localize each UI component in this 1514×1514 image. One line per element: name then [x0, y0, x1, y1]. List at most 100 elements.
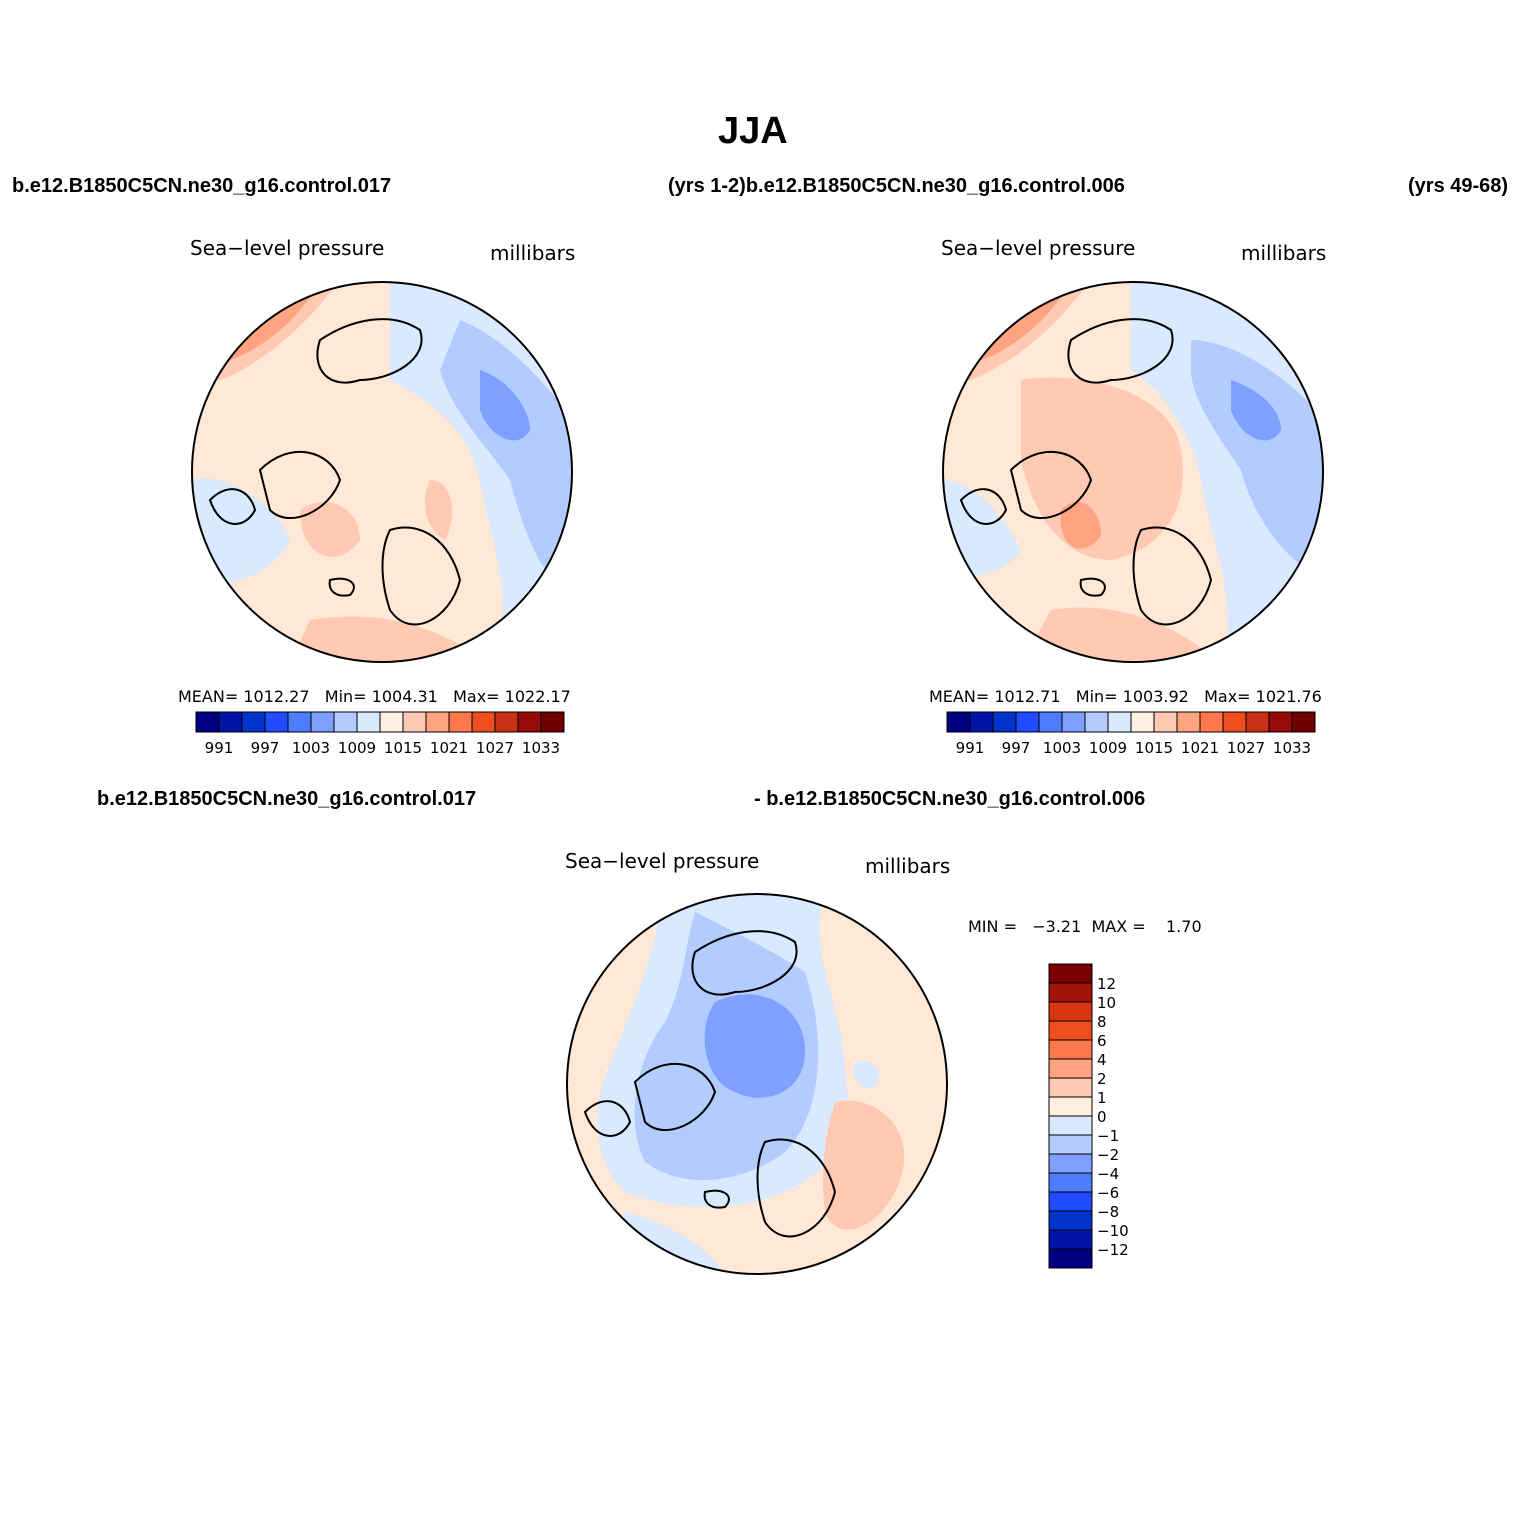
panel2-mean-label: MEAN= [929, 687, 990, 706]
panel2-colorbar-swatch [969, 711, 994, 733]
panel2-colorbar-swatch [1199, 711, 1224, 733]
diff-colorbar-swatch [1048, 1248, 1093, 1269]
diff-colorbar-swatch [1048, 982, 1093, 1003]
panel1-colorbar-swatch [540, 711, 565, 733]
panel2-colorbar-tick-label: 997 [1002, 739, 1031, 757]
panel1-mean-label: MEAN= [178, 687, 239, 706]
panel2-colorbar-swatch [1153, 711, 1178, 733]
diff-colorbar-swatch [1048, 1077, 1093, 1098]
panel1-colorbar-swatch [448, 711, 473, 733]
diff-colorbar-swatch [1048, 1115, 1093, 1136]
panel2-colorbar-swatch [1084, 711, 1109, 733]
panel1-colorbar-swatch [264, 711, 289, 733]
panel1-min: 1004.31 [371, 687, 438, 706]
diff-colorbar-tick-label: −2 [1097, 1146, 1119, 1164]
panel2-max-label: Max= [1204, 687, 1251, 706]
panel1-colorbar-tick-label: 991 [205, 739, 234, 757]
panel2-colorbar-swatch [1015, 711, 1040, 733]
panel2-variable: Sea−level pressure [941, 236, 1136, 260]
diff-colorbar-swatch [1048, 1134, 1093, 1155]
panel1-colorbar-tick-label: 1003 [292, 739, 330, 757]
diff-colorbar-tick-label: 10 [1097, 994, 1116, 1012]
panel2-min: 1003.92 [1122, 687, 1189, 706]
panel1-polar-map [191, 281, 573, 663]
diff-colorbar-tick-label: −4 [1097, 1165, 1119, 1183]
panel2-polar-map [942, 281, 1324, 663]
page-title: JJA [718, 110, 788, 152]
panel1-colorbar-swatch [218, 711, 243, 733]
diff-colorbar-swatch [1048, 1020, 1093, 1041]
panel2-min-label: Min= [1075, 687, 1118, 706]
panel2-colorbar-tick-label: 1033 [1273, 739, 1311, 757]
panel1-colorbar-swatch [195, 711, 220, 733]
panel1-colorbar-swatch [333, 711, 358, 733]
panel1-colorbar-tick-label: 1033 [522, 739, 560, 757]
panel2-colorbar-swatch [1061, 711, 1086, 733]
panel1-colorbar-tick-label: 1015 [384, 739, 422, 757]
panel2-colorbar-tick-label: 1021 [1181, 739, 1219, 757]
diff-min: −3.21 [1032, 917, 1082, 936]
panel2-colorbar-swatch [1176, 711, 1201, 733]
panel1-colorbar-swatch [379, 711, 404, 733]
diff-colorbar-tick-label: −1 [1097, 1127, 1119, 1145]
panel1-colorbar-swatch [287, 711, 312, 733]
diff-colorbar-tick-label: 2 [1097, 1070, 1107, 1088]
diff-colorbar-swatch [1048, 1153, 1093, 1174]
panel2-colorbar-swatch [1268, 711, 1293, 733]
panel2-colorbar-swatch [992, 711, 1017, 733]
diff-max: 1.70 [1166, 917, 1202, 936]
diff-colorbar-swatch [1048, 1210, 1093, 1231]
case-label-middle: (yrs 1-2)b.e12.B1850C5CN.ne30_g16.contro… [668, 175, 1125, 197]
panel2-stats: MEAN= 1012.71 Min= 1003.92 Max= 1021.76 [929, 687, 1322, 706]
panel1-colorbar-tick-label: 1027 [476, 739, 514, 757]
panel1-colorbar: 991 997 1003 1009 1015 1021 1027 1033 [195, 711, 565, 757]
panel1-colorbar-swatch [310, 711, 335, 733]
diff-colorbar-tick-label: −10 [1097, 1222, 1129, 1240]
panel1-max-label: Max= [453, 687, 500, 706]
diff-colorbar-swatch [1048, 1096, 1093, 1117]
panel1-mean: 1012.27 [243, 687, 310, 706]
panel1-colorbar-swatch [471, 711, 496, 733]
panel1-colorbar-swatch [517, 711, 542, 733]
panel2-colorbar-tick-label: 1027 [1227, 739, 1265, 757]
diff-colorbar-tick-label: −6 [1097, 1184, 1119, 1202]
case-label-right: (yrs 49-68) [1408, 175, 1509, 197]
panel2-colorbar-tick-label: 1009 [1089, 739, 1127, 757]
panel1-stats: MEAN= 1012.27 Min= 1004.31 Max= 1022.17 [178, 687, 571, 706]
panel2-max: 1021.76 [1255, 687, 1322, 706]
panel1-colorbar-tick-label: 1009 [338, 739, 376, 757]
diff-label-left: b.e12.B1850C5CN.ne30_g16.control.017 [97, 788, 477, 810]
diff-colorbar-swatch [1048, 1001, 1093, 1022]
diff-units: millibars [865, 854, 951, 878]
panel2-colorbar: 991 997 1003 1009 1015 1021 1027 1033 [946, 711, 1316, 757]
diff-max-label: MAX = [1091, 917, 1146, 936]
panel2-colorbar-swatch [1038, 711, 1063, 733]
panel2-colorbar-tick-label: 1003 [1043, 739, 1081, 757]
panel1-min-label: Min= [324, 687, 367, 706]
panel2-colorbar-swatch [946, 711, 971, 733]
diff-colorbar-tick-label: 12 [1097, 975, 1116, 993]
panel1-max: 1022.17 [504, 687, 571, 706]
diff-colorbar-tick-label: 4 [1097, 1051, 1107, 1069]
panel1-colorbar-swatch [425, 711, 450, 733]
diff-colorbar-swatch [1048, 1229, 1093, 1250]
panel2-colorbar-tick-label: 1015 [1135, 739, 1173, 757]
diff-colorbar-tick-label: 0 [1097, 1108, 1107, 1126]
diff-colorbar-swatch [1048, 1191, 1093, 1212]
panel1-colorbar-swatch [241, 711, 266, 733]
diff-variable: Sea−level pressure [565, 849, 760, 873]
panel2-colorbar-swatch [1291, 711, 1316, 733]
panel1-variable: Sea−level pressure [190, 236, 385, 260]
diff-label-right: - b.e12.B1850C5CN.ne30_g16.control.006 [754, 788, 1146, 810]
panel1-colorbar-swatch [356, 711, 381, 733]
panel2-mean: 1012.71 [994, 687, 1061, 706]
panel2-units: millibars [1241, 241, 1327, 265]
diff-colorbar-swatch [1048, 1039, 1093, 1060]
diff-colorbar-swatch [1048, 1172, 1093, 1193]
diff-polar-map [566, 893, 948, 1275]
diff-colorbar-tick-label: −8 [1097, 1203, 1119, 1221]
panel2-colorbar-swatch [1245, 711, 1270, 733]
panel1-colorbar-swatch [494, 711, 519, 733]
